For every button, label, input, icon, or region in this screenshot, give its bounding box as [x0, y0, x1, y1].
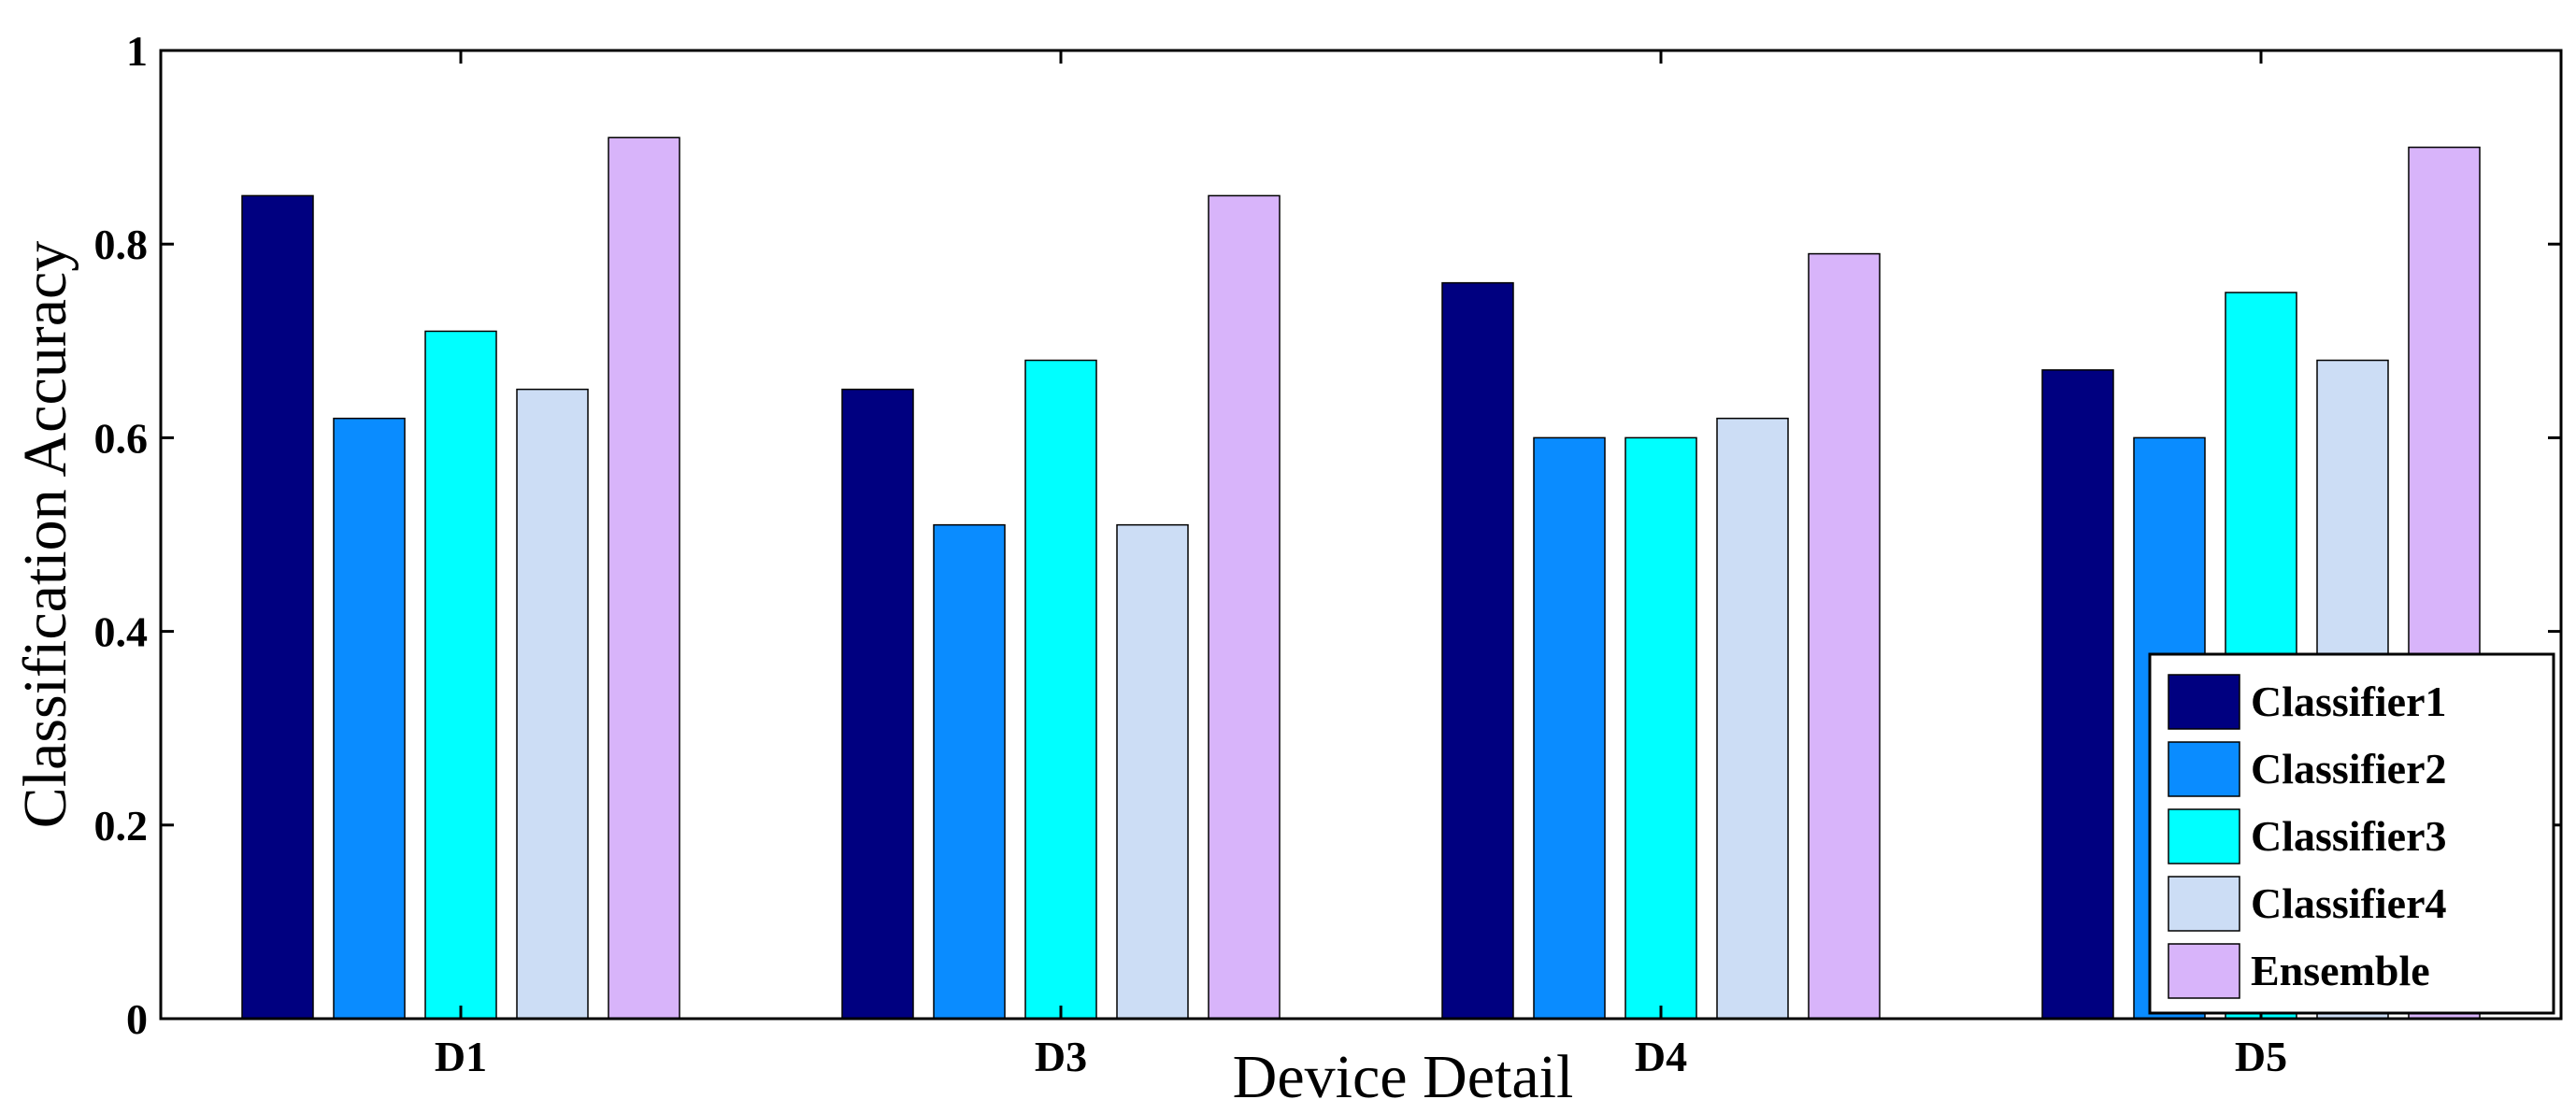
bar-classifier4-d4: [1716, 417, 1789, 1020]
legend-swatch-classifier1: [2168, 674, 2240, 730]
bars-group: [241, 136, 2481, 1020]
y-tick-label: 0.2: [94, 802, 149, 850]
x-axis: D1 D3 D4 D5: [435, 50, 2287, 1080]
legend-label-classifier4: Classifier4: [2251, 879, 2447, 927]
x-tick-label-d4: D4: [1635, 1033, 1687, 1080]
y-tick-label: 1: [126, 27, 148, 75]
bar-classifier3-d3: [1024, 359, 1097, 1020]
bar-ensemble-d4: [1808, 252, 1881, 1020]
y-tick-label: 0.6: [94, 414, 149, 462]
y-tick-label: 0: [126, 995, 148, 1043]
x-tick-label-d5: D5: [2235, 1033, 2287, 1080]
legend-label-classifier1: Classifier1: [2251, 678, 2447, 725]
bar-classifier4-d3: [1116, 523, 1189, 1020]
legend-label-classifier3: Classifier3: [2251, 812, 2447, 860]
bar-classifier1-d3: [841, 388, 914, 1020]
y-tick-label: 0.8: [94, 221, 149, 268]
legend-swatch-ensemble: [2168, 943, 2240, 999]
y-axis-title: Classification Accuracy: [11, 241, 79, 829]
x-tick-label-d1: D1: [435, 1033, 487, 1080]
x-tick-label-d3: D3: [1035, 1033, 1087, 1080]
y-tick-label: 0.4: [94, 608, 149, 656]
legend-swatch-classifier4: [2168, 876, 2240, 932]
legend-swatch-classifier2: [2168, 741, 2240, 797]
legend-swatch-classifier3: [2168, 808, 2240, 864]
legend: Classifier1 Classifier2 Classifier3 Classif…: [2148, 652, 2555, 1015]
bar-classifier4-d1: [516, 388, 589, 1020]
bar-ensemble-d3: [1208, 194, 1281, 1020]
x-axis-title: Device Detail: [1233, 1043, 1574, 1111]
legend-label-classifier2: Classifier2: [2251, 745, 2447, 793]
bar-ensemble-d1: [608, 136, 680, 1020]
bar-classifier1-d5: [2041, 369, 2114, 1020]
bar-classifier3-d1: [424, 330, 497, 1020]
bar-classifier2-d3: [933, 523, 1006, 1020]
bar-classifier1-d4: [1441, 281, 1514, 1020]
bar-classifier1-d1: [241, 194, 314, 1020]
bar-classifier2-d4: [1533, 436, 1606, 1020]
bar-classifier3-d4: [1624, 436, 1697, 1020]
y-axis: 0 0.2 0.4 0.6 0.8 1: [94, 27, 2561, 1043]
bar-classifier2-d1: [333, 417, 406, 1020]
plot-frame: [159, 49, 2563, 1021]
legend-label-ensemble: Ensemble: [2251, 947, 2430, 994]
